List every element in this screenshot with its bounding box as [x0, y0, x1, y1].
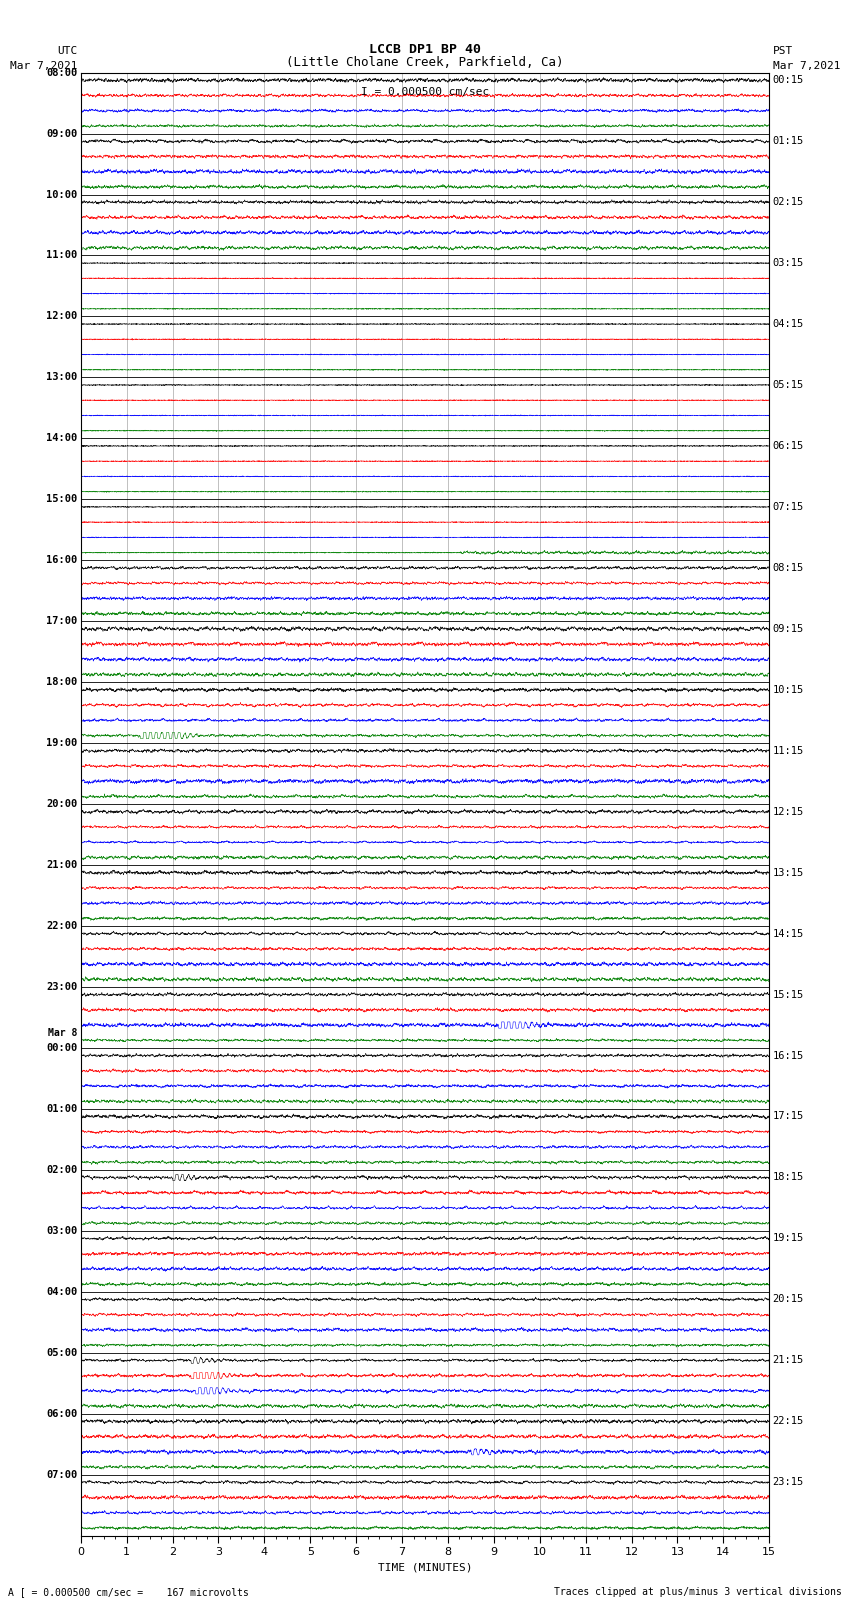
Text: 21:15: 21:15 — [773, 1355, 804, 1365]
Text: 08:15: 08:15 — [773, 563, 804, 573]
Text: 07:15: 07:15 — [773, 502, 804, 511]
Text: 23:00: 23:00 — [46, 982, 77, 992]
Text: A [ = 0.000500 cm/sec =    167 microvolts: A [ = 0.000500 cm/sec = 167 microvolts — [8, 1587, 249, 1597]
Text: 10:00: 10:00 — [46, 189, 77, 200]
Text: 20:15: 20:15 — [773, 1294, 804, 1305]
Text: 16:00: 16:00 — [46, 555, 77, 565]
Text: 19:00: 19:00 — [46, 739, 77, 748]
Text: 22:00: 22:00 — [46, 921, 77, 931]
Text: Mar 8: Mar 8 — [48, 1027, 77, 1039]
Text: 00:15: 00:15 — [773, 76, 804, 85]
Text: 11:15: 11:15 — [773, 745, 804, 756]
Text: 03:00: 03:00 — [46, 1226, 77, 1236]
Text: 04:00: 04:00 — [46, 1287, 77, 1297]
Text: 23:15: 23:15 — [773, 1478, 804, 1487]
Text: 13:15: 13:15 — [773, 868, 804, 877]
Text: 00:00: 00:00 — [46, 1044, 77, 1053]
Text: 16:15: 16:15 — [773, 1050, 804, 1060]
Text: 22:15: 22:15 — [773, 1416, 804, 1426]
Text: 14:15: 14:15 — [773, 929, 804, 939]
Text: Mar 7,2021: Mar 7,2021 — [10, 61, 77, 71]
Text: 11:00: 11:00 — [46, 250, 77, 260]
Text: 06:00: 06:00 — [46, 1408, 77, 1419]
Text: 09:15: 09:15 — [773, 624, 804, 634]
Text: 15:15: 15:15 — [773, 989, 804, 1000]
Text: 18:15: 18:15 — [773, 1173, 804, 1182]
Text: 03:15: 03:15 — [773, 258, 804, 268]
Text: 10:15: 10:15 — [773, 686, 804, 695]
Text: 02:00: 02:00 — [46, 1165, 77, 1174]
Text: 01:00: 01:00 — [46, 1103, 77, 1115]
Text: PST: PST — [773, 47, 793, 56]
Text: 05:00: 05:00 — [46, 1348, 77, 1358]
X-axis label: TIME (MINUTES): TIME (MINUTES) — [377, 1563, 473, 1573]
Text: (Little Cholane Creek, Parkfield, Ca): (Little Cholane Creek, Parkfield, Ca) — [286, 56, 564, 69]
Text: Traces clipped at plus/minus 3 vertical divisions: Traces clipped at plus/minus 3 vertical … — [553, 1587, 842, 1597]
Text: 21:00: 21:00 — [46, 860, 77, 869]
Text: UTC: UTC — [57, 47, 77, 56]
Text: I = 0.000500 cm/sec: I = 0.000500 cm/sec — [361, 87, 489, 97]
Text: LCCB DP1 BP 40: LCCB DP1 BP 40 — [369, 44, 481, 56]
Text: 14:00: 14:00 — [46, 434, 77, 444]
Text: 12:15: 12:15 — [773, 806, 804, 816]
Text: 07:00: 07:00 — [46, 1469, 77, 1479]
Text: 17:15: 17:15 — [773, 1111, 804, 1121]
Text: 04:15: 04:15 — [773, 319, 804, 329]
Text: 12:00: 12:00 — [46, 311, 77, 321]
Text: 15:00: 15:00 — [46, 494, 77, 505]
Text: 19:15: 19:15 — [773, 1234, 804, 1244]
Text: 02:15: 02:15 — [773, 197, 804, 206]
Text: 08:00: 08:00 — [46, 68, 77, 77]
Text: 01:15: 01:15 — [773, 135, 804, 147]
Text: 17:00: 17:00 — [46, 616, 77, 626]
Text: 05:15: 05:15 — [773, 381, 804, 390]
Text: 20:00: 20:00 — [46, 798, 77, 810]
Text: 18:00: 18:00 — [46, 677, 77, 687]
Text: Mar 7,2021: Mar 7,2021 — [773, 61, 840, 71]
Text: 13:00: 13:00 — [46, 373, 77, 382]
Text: 06:15: 06:15 — [773, 440, 804, 452]
Text: 09:00: 09:00 — [46, 129, 77, 139]
